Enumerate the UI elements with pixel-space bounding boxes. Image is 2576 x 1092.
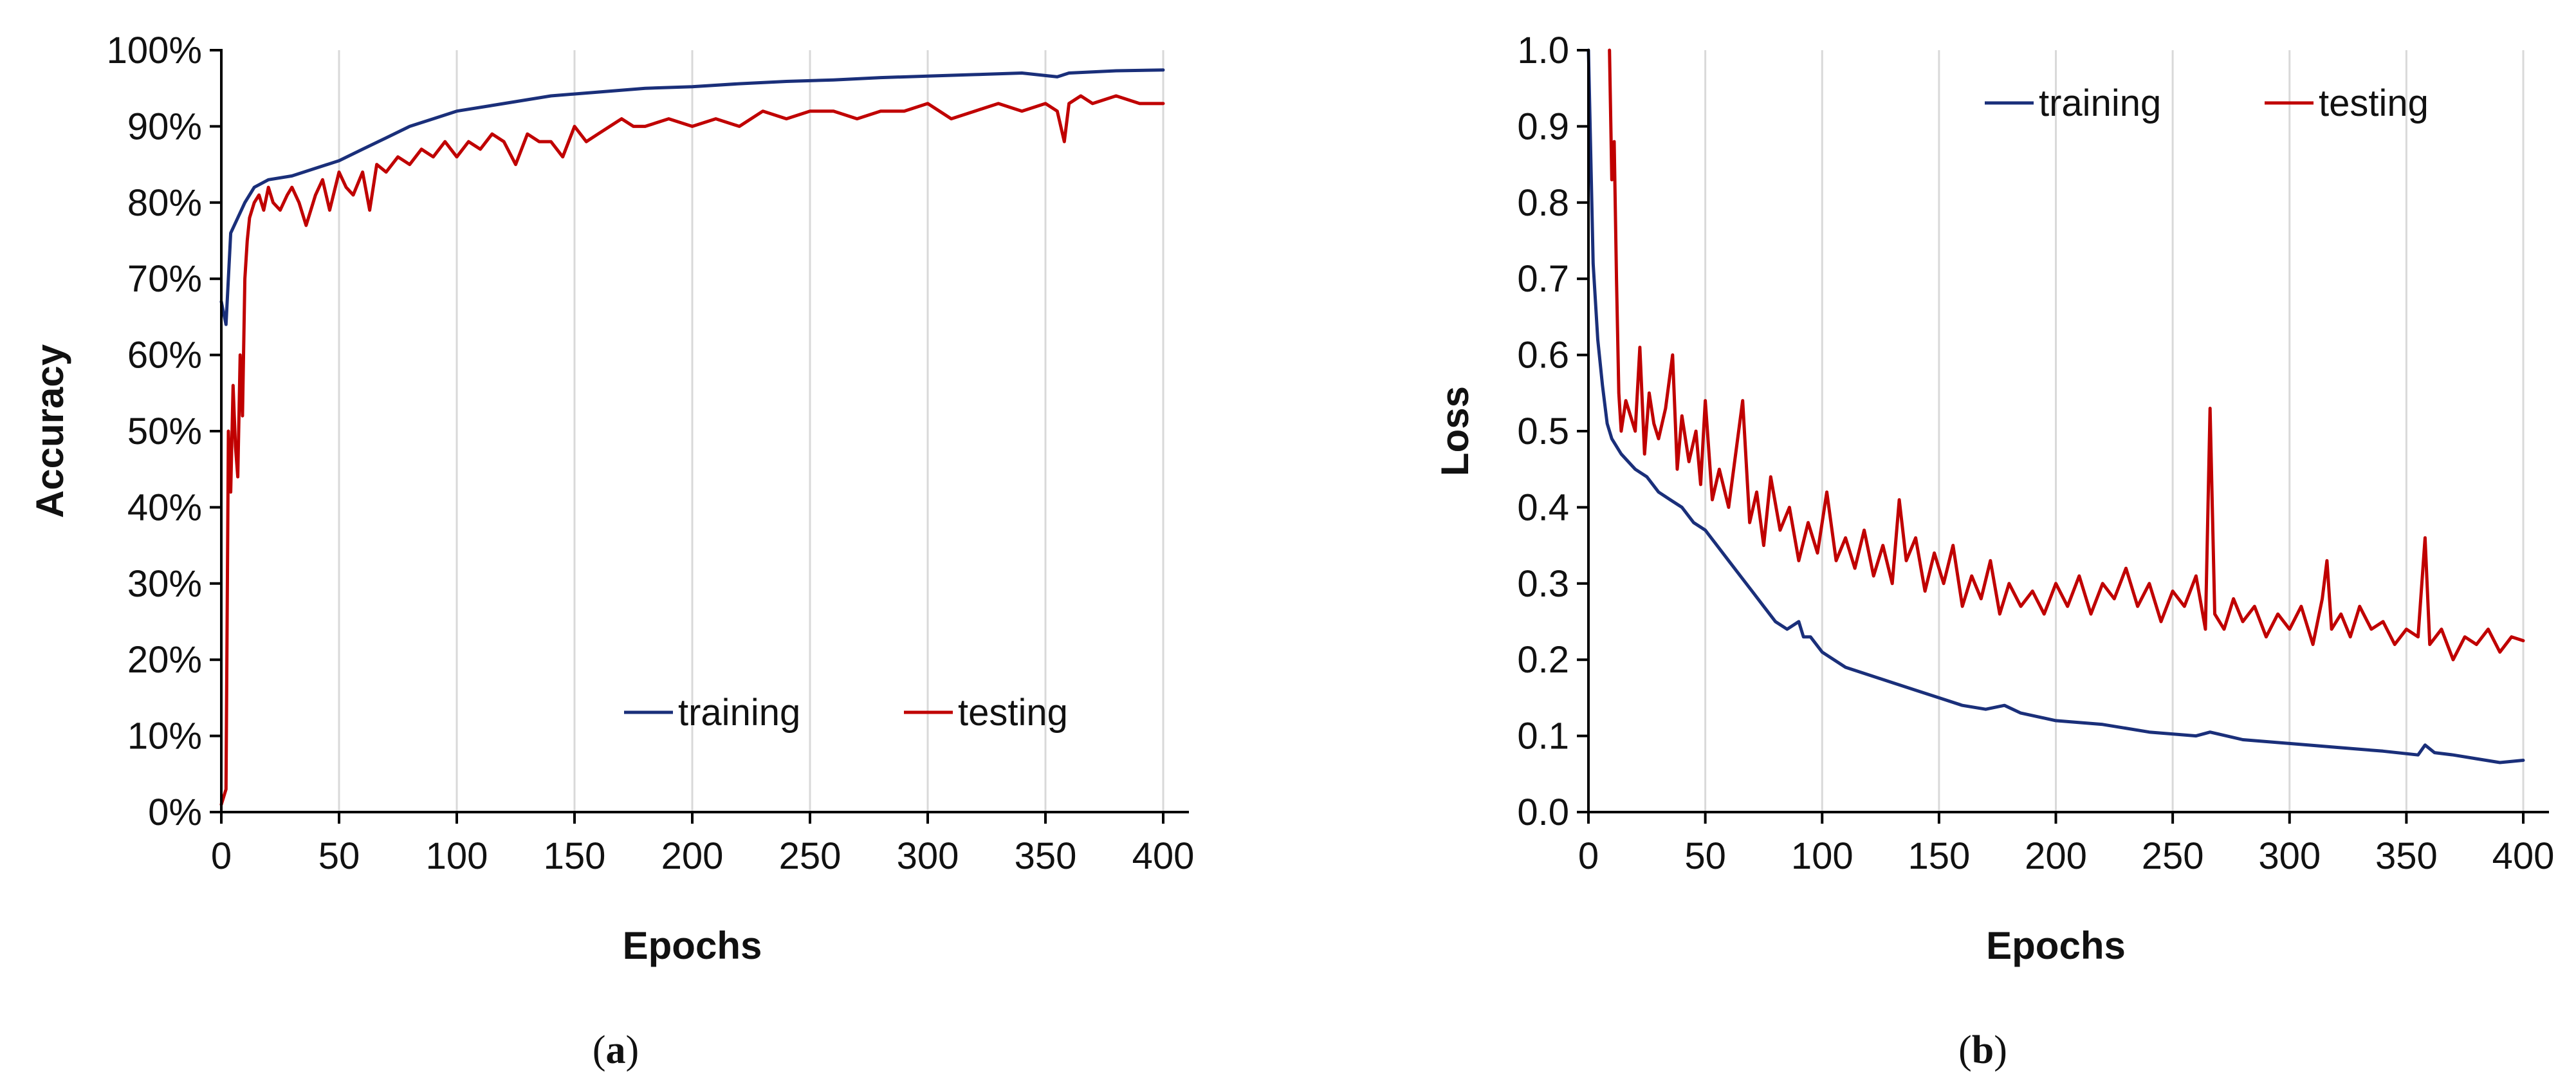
- y-tick-label: 70%: [127, 258, 202, 300]
- y-tick-label: 80%: [127, 182, 202, 224]
- loss-chart: 0 50 100 150 200 250 300 350 400 0.0 0.1 0.2 0.3 0.4 0…: [1433, 30, 2554, 1072]
- x-tick-label: 350: [1015, 835, 1077, 877]
- series-line-testing: [219, 94, 1165, 806]
- x-tick-label: 400: [2492, 835, 2555, 877]
- x-tick-label: 100: [1791, 835, 1854, 877]
- y-tick-label: 0.7: [1517, 258, 1569, 300]
- y-tick-label: 20%: [127, 639, 202, 681]
- x-tick-label: 150: [1908, 835, 1970, 877]
- x-tick-label: 150: [544, 835, 606, 877]
- x-axis-title: Epochs: [623, 924, 762, 967]
- y-tick-label: 0.5: [1517, 411, 1569, 452]
- y-tick-label: 0.2: [1517, 639, 1569, 681]
- legend-label-training: training: [2039, 82, 2161, 124]
- x-tick-label: 0: [1578, 835, 1599, 877]
- legend-label-training: training: [678, 692, 800, 734]
- accuracy-chart: 0 50 100 150 200 250 300 350 400 0% 10% 20% 30% 40% 50…: [28, 30, 1194, 1072]
- x-tick-label: 100: [426, 835, 488, 877]
- figure-caption: (a): [593, 1028, 639, 1072]
- x-tick-label: 50: [1684, 835, 1726, 877]
- y-tick-label: 100%: [107, 30, 202, 71]
- series-line-testing: [1608, 48, 2525, 662]
- y-tick-label: 10%: [127, 716, 202, 757]
- x-tick-label: 250: [779, 835, 842, 877]
- y-tick-label: 0.6: [1517, 335, 1569, 376]
- x-tick-label: 300: [2258, 835, 2321, 877]
- y-tick-label: 0.3: [1517, 563, 1569, 605]
- x-tick-label: 350: [2375, 835, 2438, 877]
- y-tick-label: 60%: [127, 335, 202, 376]
- y-tick-label: 1.0: [1517, 30, 1569, 71]
- x-tick-label: 200: [2025, 835, 2087, 877]
- series-line-training: [1587, 48, 2525, 764]
- legend-label-testing: testing: [2319, 82, 2429, 124]
- x-tick-label: 50: [318, 835, 360, 877]
- y-tick-label: 40%: [127, 486, 202, 528]
- y-tick-label: 30%: [127, 563, 202, 605]
- series-line-training: [219, 68, 1165, 326]
- y-tick-label: 90%: [127, 106, 202, 147]
- legend-label-testing: testing: [958, 692, 1068, 734]
- y-tick-label: 0.0: [1517, 791, 1569, 833]
- x-axis-title: Epochs: [1986, 924, 2126, 967]
- x-tick-label: 400: [1132, 835, 1195, 877]
- y-axis-title: Accuracy: [28, 344, 71, 518]
- y-tick-label: 0%: [148, 791, 202, 833]
- x-tick-label: 250: [2142, 835, 2204, 877]
- x-tick-label: 0: [211, 835, 232, 877]
- x-tick-label: 300: [897, 835, 959, 877]
- y-tick-label: 0.8: [1517, 182, 1569, 224]
- y-tick-label: 0.9: [1517, 106, 1569, 147]
- y-tick-label: 0.4: [1517, 486, 1569, 528]
- y-tick-label: 0.1: [1517, 716, 1569, 757]
- x-tick-label: 200: [661, 835, 724, 877]
- figure-caption: (b): [1958, 1028, 2007, 1072]
- y-tick-label: 50%: [127, 411, 202, 452]
- y-axis-title: Loss: [1433, 386, 1477, 476]
